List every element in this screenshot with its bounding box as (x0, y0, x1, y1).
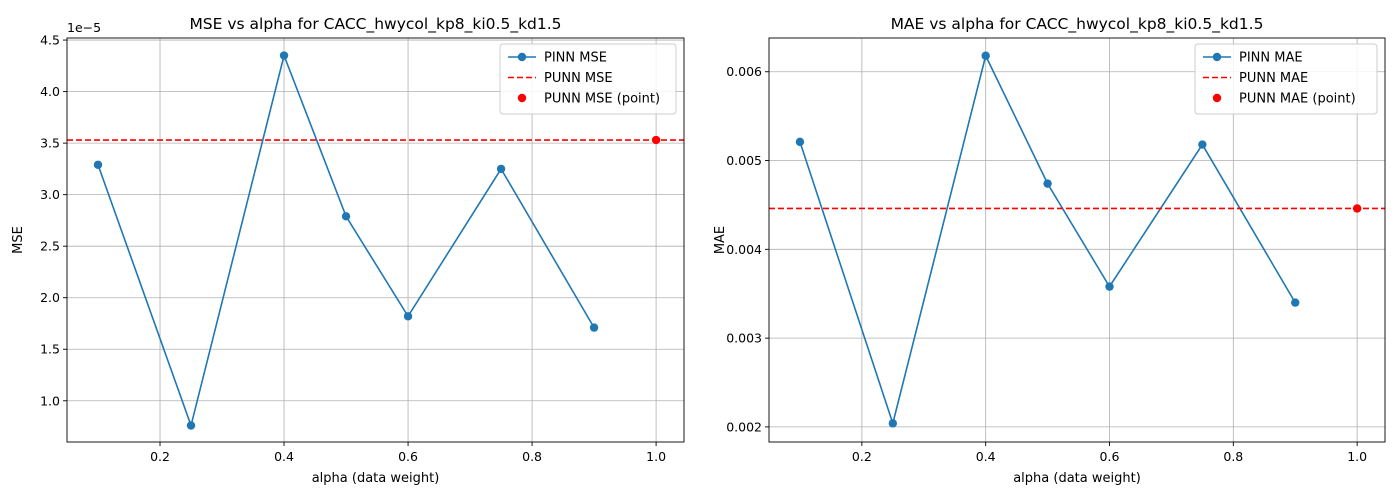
legend-swatch-point (517, 93, 527, 103)
legend-label: PUNN MAE (1239, 71, 1308, 86)
legend-box (499, 43, 677, 115)
x-axis-label: alpha (data weight) (312, 471, 440, 486)
data-point (589, 323, 599, 332)
legend-box (1194, 43, 1378, 115)
legend-label: PUNN MSE (544, 71, 613, 86)
y-axis-label: MAE (713, 226, 728, 254)
legend-swatch-marker (1212, 52, 1222, 62)
legend: PINN MAE PUNN MAE PUNN MAE (point) (1194, 43, 1378, 115)
y-tick-label: 3.5 (40, 136, 60, 151)
x-tick-label: 0.2 (852, 449, 872, 464)
y-tick-label: 0.002 (726, 419, 762, 434)
chart-panel-2: 0.2 0.4 0.6 0.8 1.0 0.002 0.003 0.004 0.005 0.006… (713, 15, 1386, 486)
data-point (279, 51, 289, 60)
data-point (1043, 179, 1052, 188)
data-point (981, 51, 990, 60)
data-point (1198, 140, 1207, 149)
data-point-punn (1352, 204, 1362, 213)
y-tick-label: 0.006 (726, 64, 762, 79)
y-tick-label: 0.004 (726, 242, 762, 257)
x-tick-label: 1.0 (646, 449, 666, 464)
y-tick-label: 0.005 (726, 153, 762, 168)
x-tick-label: 0.2 (150, 449, 170, 464)
legend-label: PUNN MAE (point) (1239, 92, 1356, 107)
data-point (1291, 298, 1300, 307)
data-point (888, 419, 898, 428)
chart-panel-1: 0.2 0.4 0.6 0.8 1.0 1.0 1.5 2.0 2.5 3.0 3.5 4.0 4.5 1… (11, 15, 685, 486)
data-point-punn (651, 135, 661, 145)
x-tick-label: 0.8 (522, 449, 542, 464)
y-tick-label: 0.003 (726, 331, 762, 346)
x-tick-label: 0.4 (976, 449, 996, 464)
chart-title: MAE vs alpha for CACC_hwycol_kp8_ki0.5_k… (891, 15, 1264, 34)
chart-title: MSE vs alpha for CACC_hwycol_kp8_ki0.5_k… (189, 15, 561, 34)
legend-swatch-marker (517, 52, 527, 62)
x-tick-label: 0.6 (1100, 449, 1120, 464)
legend-label: PINN MAE (1239, 51, 1303, 66)
y-tick-label: 4.5 (40, 33, 60, 48)
legend-label: PUNN MSE (point) (544, 92, 660, 107)
y-tick-label: 3.0 (40, 187, 60, 202)
data-point (93, 160, 103, 169)
data-point (186, 421, 196, 430)
y-tick-label: 4.0 (40, 84, 60, 99)
x-tick-label: 1.0 (1347, 449, 1367, 464)
y-axis-label: MSE (11, 226, 26, 254)
legend-swatch-point (1212, 93, 1222, 103)
legend: PINN MSE PUNN MSE PUNN MSE (point) (499, 43, 677, 115)
axes-frame (66, 37, 685, 443)
y-tick-label: 2.5 (40, 239, 60, 254)
data-point (403, 312, 413, 321)
data-point (341, 212, 351, 221)
axes-frame (768, 37, 1386, 443)
y-tick-label: 1.0 (40, 393, 60, 408)
y-tick-label: 1.5 (40, 342, 60, 357)
legend-label: PINN MSE (544, 51, 607, 66)
x-axis-label: alpha (data weight) (1013, 471, 1141, 486)
axis-offset-text: 1e−5 (67, 20, 101, 35)
x-tick-label: 0.4 (274, 449, 294, 464)
data-point (795, 137, 805, 147)
y-tick-label: 2.0 (40, 290, 60, 305)
data-point (496, 164, 506, 174)
x-tick-label: 0.6 (398, 449, 418, 464)
x-tick-label: 0.8 (1223, 449, 1243, 464)
data-point (1105, 282, 1114, 291)
